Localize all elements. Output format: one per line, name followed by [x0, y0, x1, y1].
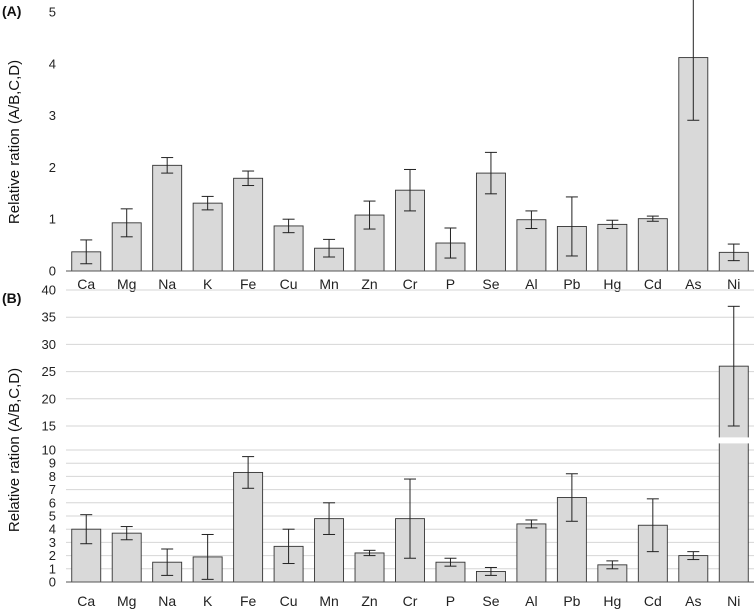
y-tick-label: 40 — [42, 283, 56, 298]
y-tick-label: 8 — [49, 469, 56, 484]
y-tick-label: 2 — [49, 160, 56, 175]
x-tick-label: As — [685, 276, 701, 292]
x-tick-label: Cu — [280, 276, 298, 292]
panel-b-label: (B) — [2, 290, 21, 306]
x-tick-label: Pb — [563, 276, 580, 292]
y-tick-label: 7 — [49, 482, 56, 497]
bar-fe — [233, 177, 264, 272]
y-tick-label: 15 — [42, 419, 56, 434]
x-tick-label: As — [685, 593, 701, 609]
x-tick-label: P — [446, 276, 455, 292]
y-tick-label: 9 — [49, 456, 56, 471]
x-tick-label: Fe — [240, 593, 257, 609]
x-tick-label: Ni — [727, 593, 740, 609]
x-tick-label: Al — [525, 593, 537, 609]
x-tick-label: Hg — [603, 593, 621, 609]
x-tick-label: Cd — [644, 593, 662, 609]
y-tick-label: 5 — [49, 509, 56, 524]
bar-al — [516, 523, 547, 583]
x-tick-label: Pb — [563, 593, 580, 609]
x-tick-label: Ni — [727, 276, 740, 292]
y-tick-label: 4 — [49, 522, 56, 537]
bar-k — [192, 202, 223, 272]
x-tick-label: Se — [482, 593, 499, 609]
y-tick-label: 4 — [49, 56, 56, 71]
bar-na — [152, 164, 183, 272]
panel-a-label: (A) — [2, 3, 21, 19]
x-tick-label: K — [203, 276, 213, 292]
bar-fe — [233, 471, 264, 583]
x-tick-label: Ca — [77, 276, 95, 292]
x-tick-label: Al — [525, 276, 537, 292]
y-tick-label: 35 — [42, 310, 56, 325]
x-tick-label: K — [203, 593, 213, 609]
y-tick-label: 1 — [49, 212, 56, 227]
panel-b: (B) Relative ration (A/B,C,D) 0123456789… — [2, 283, 754, 609]
x-tick-label: Hg — [603, 276, 621, 292]
y-tick-label: 5 — [49, 5, 56, 20]
bar-zn — [354, 552, 385, 583]
x-tick-label: Fe — [240, 276, 257, 292]
x-tick-label: Se — [482, 276, 499, 292]
y-tick-label: 0 — [49, 575, 56, 590]
x-tick-label: Zn — [361, 276, 377, 292]
y-tick-label: 30 — [42, 337, 56, 352]
panel-b-y-axis-label: Relative ration (A/B,C,D) — [6, 368, 23, 532]
y-tick-label: 0 — [49, 264, 56, 279]
y-tick-label: 10 — [42, 443, 56, 458]
y-tick-label: 6 — [49, 495, 56, 510]
y-tick-label: 20 — [42, 391, 56, 406]
x-tick-label: Zn — [361, 593, 377, 609]
y-tick-label: 2 — [49, 548, 56, 563]
x-tick-label: Ca — [77, 593, 95, 609]
x-tick-label: Mg — [117, 276, 136, 292]
x-tick-label: Mn — [319, 593, 338, 609]
y-tick-label: 3 — [49, 535, 56, 550]
x-tick-label: Cd — [644, 276, 662, 292]
axis-break — [66, 437, 754, 444]
x-tick-label: Mn — [319, 276, 338, 292]
x-tick-label: Cr — [403, 593, 418, 609]
x-tick-label: Na — [158, 276, 176, 292]
x-tick-label: Na — [158, 593, 176, 609]
bar-hg — [597, 223, 628, 272]
y-tick-label: 3 — [49, 108, 56, 123]
y-tick-label: 25 — [42, 364, 56, 379]
panel-a-y-axis-label: Relative ration (A/B,C,D) — [6, 60, 23, 224]
y-tick-label: 1 — [49, 561, 56, 576]
x-tick-label: Cu — [280, 593, 298, 609]
x-tick-label: Mg — [117, 593, 136, 609]
x-tick-label: P — [446, 593, 455, 609]
bar-mg — [111, 532, 142, 583]
panel-a: (A) Relative ration (A/B,C,D) 0 1 2 3 4 5 Ca Mg… — [2, 0, 754, 292]
bar-cd — [637, 218, 668, 272]
x-tick-label: Cr — [403, 276, 418, 292]
